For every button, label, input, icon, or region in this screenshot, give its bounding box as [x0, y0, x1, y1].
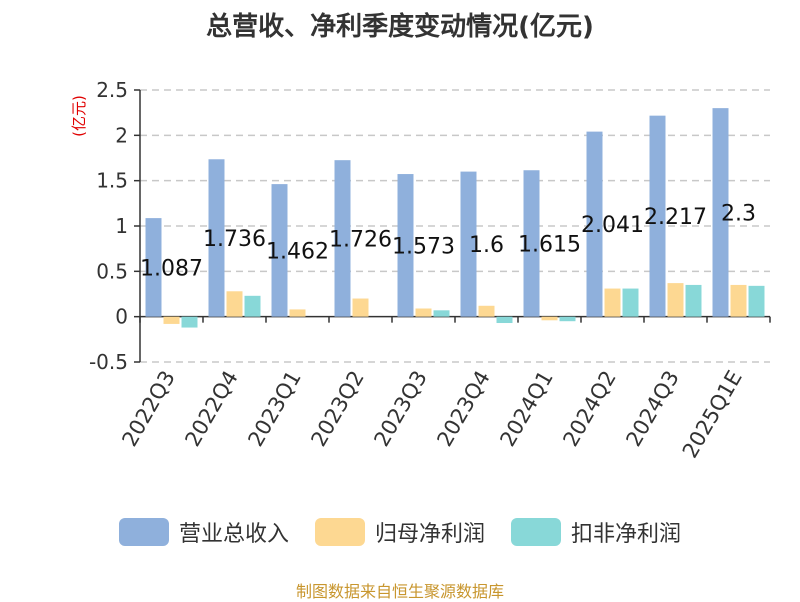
- data-label: 2.3: [721, 201, 756, 226]
- data-label: 1.087: [140, 256, 203, 281]
- y-axis-unit-label: (亿元): [70, 95, 88, 137]
- x-tick-label: 2023Q2: [306, 367, 368, 451]
- bar: [497, 317, 513, 323]
- bar: [182, 317, 198, 328]
- bar: [731, 285, 747, 317]
- data-label: 1.615: [518, 232, 581, 257]
- y-tick-label: 0: [115, 305, 128, 329]
- x-tick-label: 2023Q3: [369, 367, 431, 451]
- bar: [542, 317, 558, 321]
- legend: 营业总收入 归母净利润 扣非净利润: [0, 516, 800, 548]
- data-label: 1.726: [329, 227, 392, 252]
- data-label: 2.041: [581, 213, 644, 238]
- x-tick-label: 2023Q1: [243, 367, 305, 451]
- bar: [668, 283, 684, 317]
- bar: [164, 317, 180, 324]
- y-tick-label: 1.5: [96, 169, 128, 193]
- x-tick-label: 2024Q3: [621, 367, 683, 451]
- legend-label: 归母净利润: [375, 516, 485, 548]
- bar: [560, 317, 576, 322]
- y-tick-label: 0.5: [96, 259, 128, 283]
- x-tick-label: 2023Q4: [432, 367, 494, 451]
- legend-item[interactable]: 归母净利润: [315, 516, 485, 548]
- x-tick-label: 2025Q1E: [678, 367, 747, 463]
- y-tick-label: 2: [115, 123, 128, 147]
- x-tick-label: 2022Q3: [117, 367, 179, 451]
- source-note: 制图数据来自恒生聚源数据库: [0, 578, 800, 602]
- x-tick-label: 2024Q2: [558, 367, 620, 451]
- bar: [686, 285, 702, 317]
- bar: [227, 291, 243, 316]
- bar: [605, 289, 621, 317]
- legend-item[interactable]: 营业总收入: [119, 516, 289, 548]
- x-tick-label: 2024Q1: [495, 367, 557, 451]
- legend-item[interactable]: 扣非净利润: [511, 516, 681, 548]
- bar: [749, 286, 765, 317]
- data-label: 1.462: [266, 239, 329, 264]
- bar: [434, 310, 450, 316]
- bar: [353, 299, 369, 317]
- legend-swatch: [511, 518, 561, 546]
- y-tick-label: 1: [115, 214, 128, 238]
- bar: [245, 296, 261, 317]
- data-label: 1.736: [203, 227, 266, 252]
- bar: [479, 306, 495, 317]
- bar: [290, 309, 306, 316]
- legend-swatch: [315, 518, 365, 546]
- y-tick-label: 2.5: [96, 78, 128, 102]
- legend-swatch: [119, 518, 169, 546]
- x-tick-label: 2022Q4: [180, 367, 242, 451]
- y-tick-label: -0.5: [89, 350, 128, 374]
- legend-label: 营业总收入: [179, 516, 289, 548]
- data-label: 1.573: [392, 234, 455, 259]
- bar: [623, 289, 639, 317]
- data-label: 1.6: [469, 233, 504, 258]
- legend-label: 扣非净利润: [571, 516, 681, 548]
- data-label: 2.217: [644, 205, 707, 230]
- bar: [416, 309, 432, 317]
